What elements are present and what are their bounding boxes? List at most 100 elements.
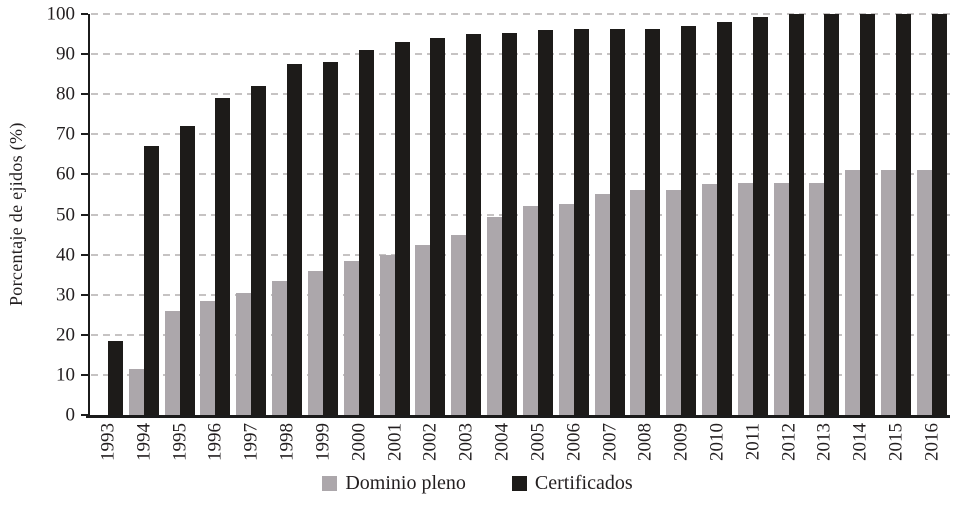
bar-certificados-2012 (788, 14, 804, 415)
bar-certificados-2010 (716, 22, 732, 415)
legend-label-dominio-pleno: Dominio pleno (345, 472, 466, 494)
bar-dominio-pleno-2003 (451, 234, 467, 415)
bar-group-2015: 2015 (878, 14, 914, 461)
x-tick-label-2000: 2000 (348, 423, 370, 461)
bar-dominio-pleno-1997 (236, 292, 252, 415)
bar-dominio-pleno-2007 (594, 194, 610, 415)
x-tick-label-2004: 2004 (491, 423, 513, 461)
bar-dominio-pleno-2002 (415, 244, 431, 415)
y-tick-label-100: 100 (46, 3, 76, 25)
bar-dominio-pleno-1995 (164, 310, 180, 415)
x-axis-line (86, 415, 950, 418)
y-tick-20 (81, 333, 88, 336)
bar-certificados-2004 (502, 33, 518, 415)
x-tick-label-2014: 2014 (849, 423, 871, 461)
gridline-30 (91, 293, 950, 296)
x-tick-label-2010: 2010 (706, 423, 728, 461)
bar-certificados-1997 (251, 86, 267, 415)
gridline-50 (91, 213, 950, 216)
bar-group-2001: 2001 (377, 14, 413, 461)
bar-group-1999: 1999 (305, 14, 341, 461)
y-tick-40 (81, 253, 88, 256)
x-tick-label-2013: 2013 (813, 423, 835, 461)
y-tick-label-40: 40 (56, 244, 75, 266)
y-tick-50 (81, 213, 88, 216)
bar-dominio-pleno-2004 (487, 216, 503, 415)
y-tick-30 (81, 293, 88, 296)
bar-group-1996: 1996 (197, 14, 233, 461)
bar-certificados-2009 (681, 26, 697, 415)
x-tick-label-2006: 2006 (563, 423, 585, 461)
bar-group-1998: 1998 (269, 14, 305, 461)
y-tick-label-80: 80 (56, 83, 75, 105)
gridline-70 (91, 133, 950, 136)
legend-label-certificados: Certificados (534, 472, 633, 494)
bar-certificados-2008 (645, 28, 661, 415)
bar-group-2013: 2013 (807, 14, 843, 461)
gridline-40 (91, 253, 950, 256)
y-tick-label-10: 10 (56, 364, 75, 386)
y-tick-90 (81, 53, 88, 56)
gridline-90 (91, 53, 950, 56)
bar-certificados-2000 (358, 50, 374, 415)
bar-certificados-2006 (573, 29, 589, 415)
bar-dominio-pleno-2016 (916, 170, 932, 415)
gridline-60 (91, 173, 950, 176)
legend: Dominio pleno Certificados (0, 472, 955, 495)
bar-dominio-pleno-2011 (737, 183, 753, 415)
bar-dominio-pleno-1999 (307, 270, 323, 415)
bar-certificados-2005 (537, 30, 553, 415)
bar-dominio-pleno-2009 (666, 190, 682, 415)
bar-group-1995: 1995 (162, 14, 198, 461)
bar-group-2002: 2002 (412, 14, 448, 461)
bar-certificados-1998 (287, 64, 303, 415)
bar-certificados-2002 (430, 38, 446, 415)
y-tick-0 (81, 414, 88, 416)
bar-certificados-1996 (215, 98, 231, 415)
gridline-10 (91, 373, 950, 376)
x-tick-label-1994: 1994 (133, 423, 155, 461)
y-tick-label-90: 90 (56, 43, 75, 65)
x-tick-label-1996: 1996 (204, 423, 226, 461)
bar-group-2009: 2009 (663, 14, 699, 461)
bar-group-1993: 1993 (90, 14, 126, 461)
bar-dominio-pleno-2013 (809, 183, 825, 415)
bar-dominio-pleno-1994 (128, 368, 144, 415)
legend-item-certificados: Certificados (511, 472, 633, 495)
gridline-100 (91, 13, 950, 15)
x-tick-label-2003: 2003 (455, 423, 477, 461)
bar-group-2007: 2007 (592, 14, 628, 461)
bar-dominio-pleno-2015 (881, 170, 897, 415)
bar-certificados-2014 (860, 14, 876, 415)
bar-certificados-2015 (896, 14, 912, 415)
x-tick-label-1998: 1998 (276, 423, 298, 461)
bar-dominio-pleno-2001 (379, 254, 395, 415)
y-tick-label-0: 0 (65, 404, 76, 426)
bar-group-2016: 2016 (914, 14, 950, 461)
legend-item-dominio-pleno: Dominio pleno (322, 472, 466, 495)
bar-certificados-2013 (824, 14, 840, 415)
y-tick-60 (81, 173, 88, 176)
legend-swatch-dominio-pleno (322, 476, 338, 491)
y-tick-100 (81, 13, 88, 15)
x-tick-label-1995: 1995 (169, 423, 191, 461)
bar-dominio-pleno-2005 (522, 206, 538, 415)
y-tick-label-60: 60 (56, 163, 75, 185)
bar-group-2006: 2006 (556, 14, 592, 461)
x-tick-label-2008: 2008 (634, 423, 656, 461)
bar-group-2003: 2003 (448, 14, 484, 461)
y-tick-10 (81, 373, 88, 376)
x-tick-label-2011: 2011 (742, 423, 764, 461)
x-tick-label-2015: 2015 (885, 423, 907, 461)
y-tick-label-30: 30 (56, 284, 75, 306)
bar-certificados-1994 (143, 146, 159, 415)
x-tick-label-2012: 2012 (778, 423, 800, 461)
bar-dominio-pleno-2010 (701, 184, 717, 415)
y-tick-label-50: 50 (56, 204, 75, 225)
y-tick-80 (81, 93, 88, 96)
y-tick-70 (81, 133, 88, 136)
x-tick-label-1993: 1993 (97, 423, 119, 461)
bar-group-2004: 2004 (484, 14, 520, 461)
y-tick-label-70: 70 (56, 123, 75, 145)
